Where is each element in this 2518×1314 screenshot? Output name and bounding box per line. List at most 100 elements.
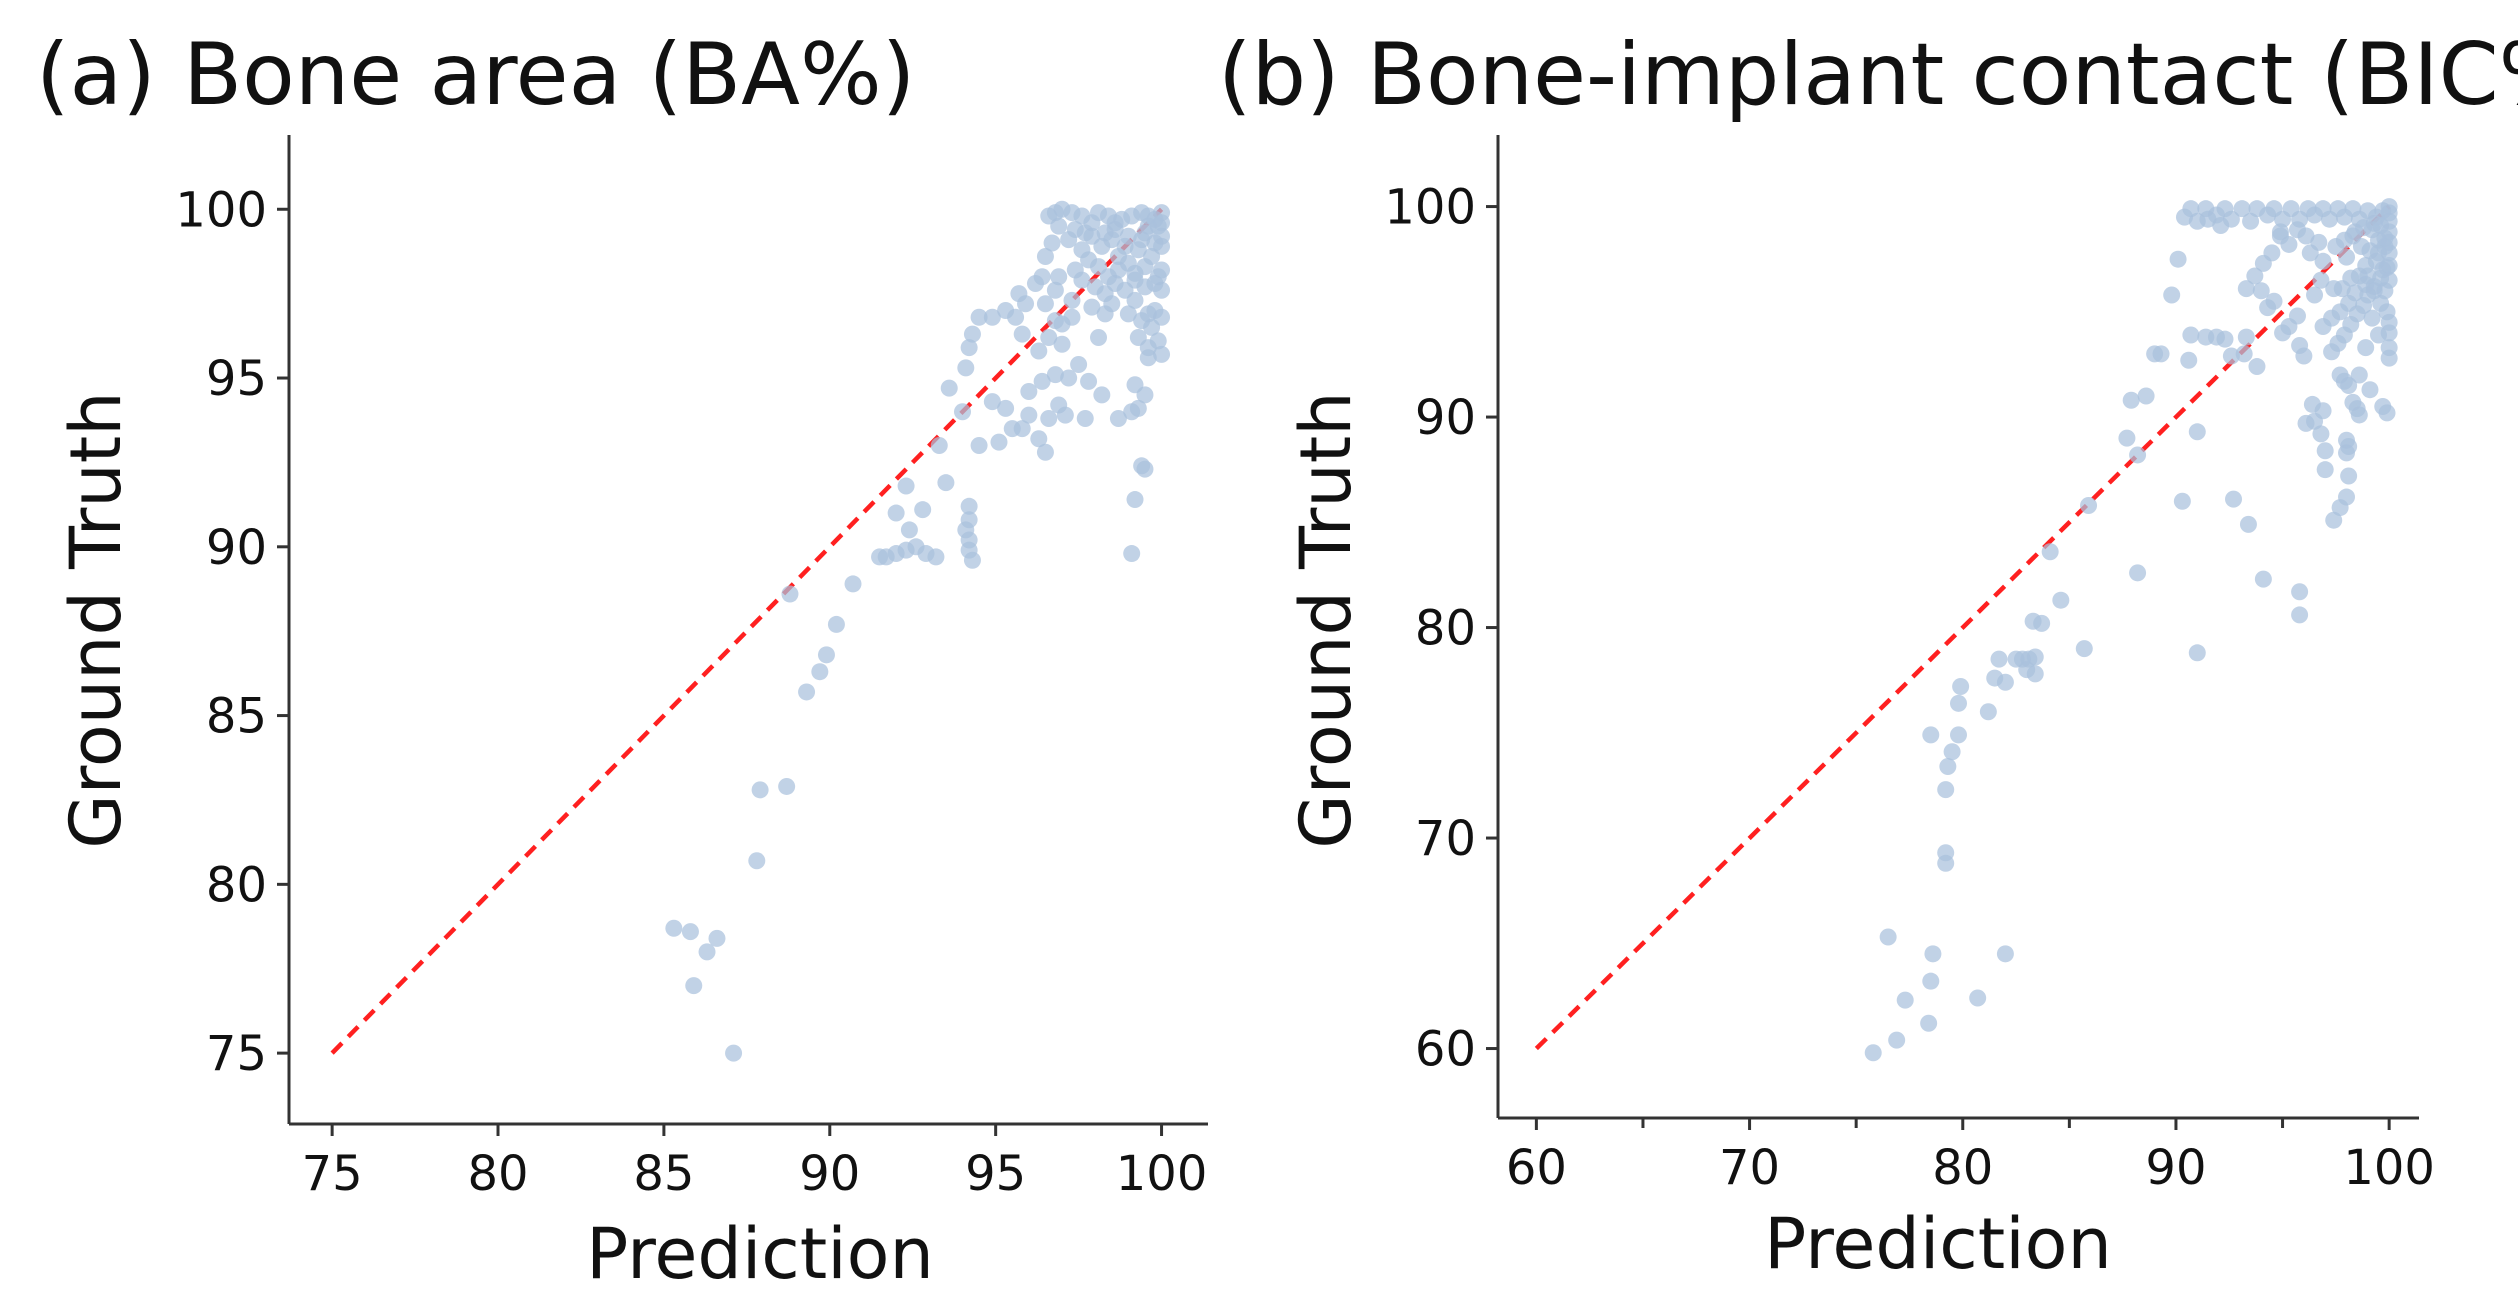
data-point	[844, 575, 862, 593]
data-point	[811, 663, 829, 681]
data-point	[778, 777, 796, 795]
data-point	[698, 943, 716, 961]
data-point	[914, 501, 932, 519]
x-tick-label: 95	[965, 1146, 1026, 1202]
data-point	[940, 379, 958, 397]
data-point	[1136, 460, 1154, 478]
data-point	[2314, 402, 2332, 420]
data-point	[1937, 781, 1955, 799]
panel-a-y-axis-label: Ground Truth	[55, 391, 137, 848]
data-point	[2325, 280, 2343, 298]
data-point	[1153, 281, 1171, 299]
data-point	[1123, 545, 1141, 563]
panel-b-y-axis-label: Ground Truth	[1285, 391, 1367, 848]
data-point	[2237, 280, 2255, 298]
data-point	[2295, 347, 2313, 365]
data-point	[1060, 231, 1078, 249]
data-point	[1050, 268, 1068, 286]
data-point	[2265, 292, 2283, 310]
data-point	[708, 929, 726, 947]
x-tick-label: 75	[302, 1146, 363, 1202]
data-point	[2350, 406, 2368, 424]
data-point	[990, 433, 1008, 451]
data-point	[1149, 332, 1167, 350]
data-point	[1126, 491, 1144, 509]
data-point	[2173, 492, 2191, 510]
data-point	[1116, 237, 1134, 255]
panel-b-x-axis-label: Prediction	[1764, 1203, 2112, 1285]
data-point	[2254, 254, 2272, 272]
data-point	[2235, 345, 2253, 363]
data-point	[1896, 991, 1914, 1009]
data-point	[2233, 200, 2251, 218]
data-point	[681, 923, 699, 941]
data-point	[1013, 325, 1031, 343]
data-point	[1136, 386, 1154, 404]
data-point	[1109, 410, 1127, 428]
data-point	[798, 683, 816, 701]
data-point	[2352, 238, 2370, 256]
data-point	[1090, 329, 1108, 347]
data-point	[685, 977, 703, 995]
data-point	[2118, 429, 2136, 447]
data-point	[1950, 694, 1967, 712]
data-point	[953, 403, 971, 421]
data-point	[1153, 345, 1171, 363]
data-point	[1096, 224, 1114, 242]
data-point	[930, 437, 948, 455]
data-point	[887, 504, 905, 522]
data-point	[1017, 295, 1035, 313]
data-point	[2288, 221, 2306, 239]
data-point	[937, 474, 955, 492]
data-point	[1143, 248, 1161, 266]
data-point	[2357, 339, 2375, 357]
data-point	[1030, 342, 1048, 360]
data-point	[1990, 650, 2008, 668]
data-point	[1080, 372, 1098, 390]
data-point	[1046, 366, 1064, 384]
y-tick-label: 75	[206, 1026, 267, 1082]
data-point	[1043, 234, 1061, 252]
data-point	[1046, 281, 1064, 299]
data-point	[2338, 488, 2356, 506]
data-point	[1153, 227, 1171, 245]
data-point	[2312, 425, 2330, 443]
data-point	[2041, 543, 2059, 561]
data-point	[1129, 399, 1147, 417]
y-tick-label: 90	[206, 520, 267, 576]
data-point	[1036, 443, 1054, 461]
data-point	[1888, 1031, 1906, 1049]
data-point	[2271, 223, 2289, 241]
data-point	[2248, 200, 2266, 218]
panel-a-ticks: 75 80 85 90 95 100 75 80 85 90 95 100	[175, 182, 1207, 1202]
data-point	[2291, 606, 2309, 624]
data-point	[1073, 271, 1091, 289]
data-point	[1943, 743, 1961, 761]
data-point	[1922, 972, 1940, 990]
data-point	[2340, 438, 2358, 456]
data-point	[1033, 268, 1051, 286]
data-point	[2335, 231, 2353, 249]
data-point	[1076, 224, 1094, 242]
data-point	[963, 325, 981, 343]
data-point	[1040, 410, 1058, 428]
data-point	[1036, 295, 1054, 313]
data-point	[2338, 248, 2356, 266]
y-tick-label: 85	[206, 689, 267, 745]
panel-a-x-axis-label: Prediction	[586, 1213, 934, 1295]
data-point	[2129, 446, 2147, 464]
data-point	[960, 339, 978, 357]
data-point	[2163, 286, 2181, 304]
x-tick-label: 80	[467, 1146, 528, 1202]
data-point	[2316, 442, 2334, 460]
data-point	[2026, 648, 2044, 666]
data-point	[1864, 1044, 1882, 1062]
data-point	[2122, 391, 2140, 409]
data-point	[1979, 703, 1997, 721]
panel-b-title: (b) Bone-implant contact (BIC%)	[1218, 25, 2518, 125]
panel-a-bone-area: (a) Bone area (BA%) 75 80 85 90 95 100 75 80 85 9…	[36, 25, 1208, 1295]
data-point	[1053, 335, 1071, 353]
panel-b-reference-line	[1534, 204, 2391, 1051]
data-point	[963, 551, 981, 569]
